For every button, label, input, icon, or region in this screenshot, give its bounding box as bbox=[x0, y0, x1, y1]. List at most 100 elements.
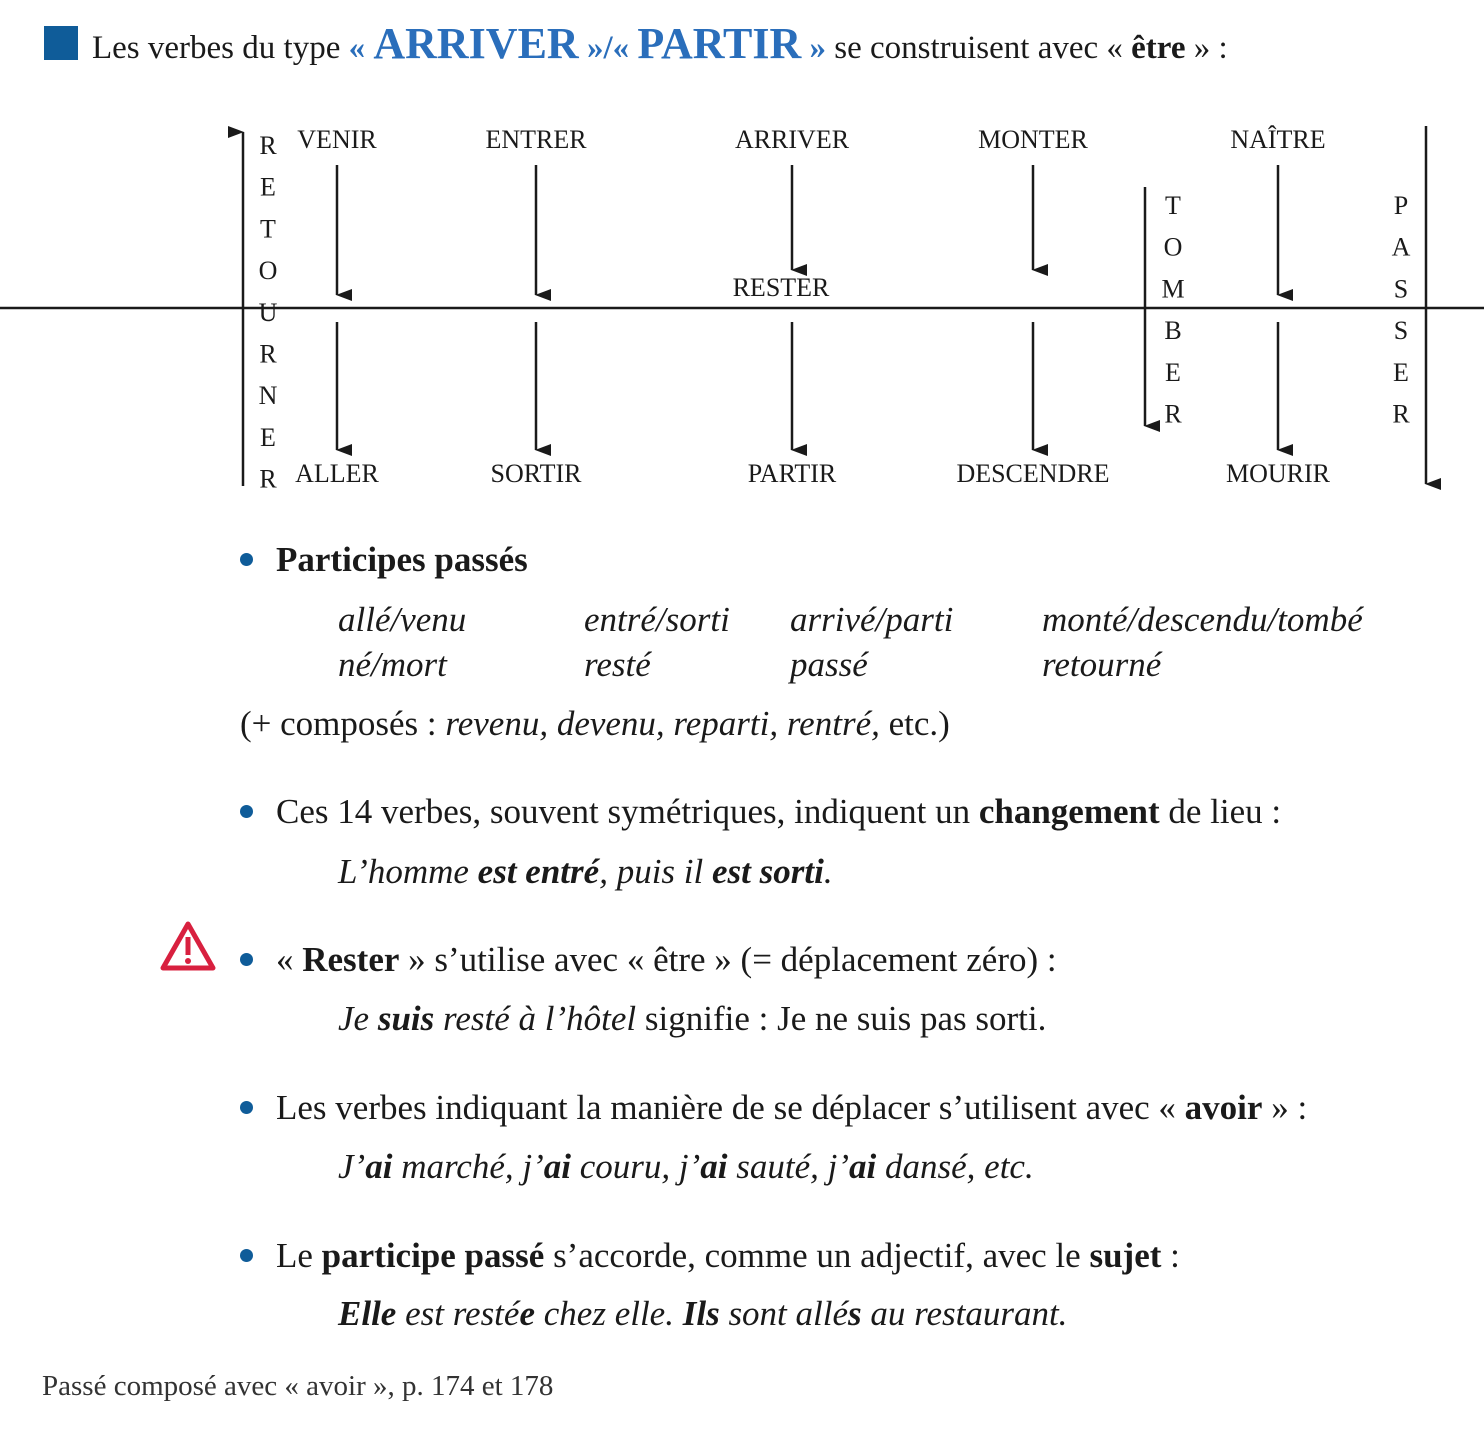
bullet-point-4 bbox=[240, 1249, 253, 1262]
title-middle: se construisent avec bbox=[834, 30, 1099, 66]
passer-letter: A bbox=[1392, 233, 1411, 262]
composes-line: (+ composés : revenu, devenu, reparti, r… bbox=[240, 702, 950, 746]
example-part: couru, j’ bbox=[570, 1147, 701, 1186]
bullet-participes bbox=[240, 553, 253, 566]
retourner-letter: T bbox=[260, 214, 276, 243]
example-bold: s bbox=[848, 1294, 862, 1333]
point-4-part: Le bbox=[276, 1236, 313, 1275]
example-part: sauté, j’ bbox=[727, 1147, 850, 1186]
tomber-letter: E bbox=[1165, 358, 1181, 387]
example-bold: Ils bbox=[682, 1294, 720, 1333]
participe-item: allé/venu bbox=[338, 600, 467, 639]
participe-item: entré/sorti bbox=[584, 600, 730, 639]
title-verb-partir: PARTIR bbox=[637, 19, 802, 68]
verb-top-label: NAÎTRE bbox=[1230, 125, 1325, 154]
point-1-text: Ces 14 verbes, souvent symétriques, indi… bbox=[276, 790, 1281, 834]
participe-item: retourné bbox=[1042, 645, 1162, 684]
point-1-keyword: changement bbox=[978, 792, 1160, 831]
warning-triangle-icon bbox=[160, 921, 216, 971]
point-3-text: Les verbes indiquant la manière de se dé… bbox=[276, 1086, 1307, 1130]
tomber-letter: T bbox=[1165, 191, 1181, 220]
composes-prefix: (+ composés : bbox=[240, 704, 437, 743]
title-quote-open-3: « bbox=[1106, 30, 1123, 66]
point-1-part: de lieu : bbox=[1168, 792, 1282, 831]
point-4-keyword: participe passé bbox=[321, 1236, 545, 1275]
point-4-part: s’accorde, comme un adjectif, avec le bbox=[553, 1236, 1081, 1275]
example-bold: ai bbox=[849, 1147, 877, 1186]
example-part: Je bbox=[338, 999, 370, 1038]
point-4-text: Le participe passé s’accorde, comme un a… bbox=[276, 1234, 1180, 1278]
title-suffix: » : bbox=[1193, 30, 1228, 66]
title-prefix: Les verbes du type bbox=[92, 30, 341, 66]
example-bold: suis bbox=[377, 999, 435, 1038]
passer-letter: R bbox=[1392, 400, 1410, 429]
example-part: L’homme bbox=[338, 852, 469, 891]
tomber-letter: M bbox=[1161, 274, 1184, 303]
example-bold: ai bbox=[365, 1147, 393, 1186]
verb-top-label: ARRIVER bbox=[735, 125, 850, 154]
blue-square-icon bbox=[44, 26, 78, 60]
point-2-part: » s’utilise avec « être » (= déplacement… bbox=[408, 940, 1057, 979]
example-part: dansé, etc. bbox=[876, 1147, 1034, 1186]
retourner-letter: E bbox=[260, 423, 276, 452]
example-bold: e bbox=[519, 1294, 535, 1333]
verb-bottom-label: DESCENDRE bbox=[956, 459, 1109, 488]
bullet-point-3 bbox=[240, 1101, 253, 1114]
tomber-letter: O bbox=[1164, 233, 1183, 262]
example-part: resté à l’hôtel bbox=[443, 999, 637, 1038]
example-part: signifie : Je ne suis pas sorti. bbox=[644, 999, 1047, 1038]
retourner-letter: O bbox=[259, 256, 278, 285]
example-bold: est entré bbox=[477, 852, 600, 891]
example-bold: Elle bbox=[338, 1294, 397, 1333]
point-2-text: « Rester » s’utilise avec « être » (= dé… bbox=[276, 938, 1057, 982]
point-2-keyword: Rester bbox=[302, 940, 400, 979]
title-aux-etre: être bbox=[1131, 30, 1186, 66]
point-2-part: « bbox=[276, 940, 294, 979]
point-2-example: Je suis resté à l’hôtel signifie : Je ne… bbox=[338, 997, 1046, 1041]
verb-top-label: MONTER bbox=[978, 125, 1088, 154]
point-4-keyword: sujet bbox=[1089, 1236, 1162, 1275]
passer-letter: E bbox=[1393, 358, 1409, 387]
bullet-point-2 bbox=[240, 953, 253, 966]
example-part: chez elle. bbox=[535, 1294, 683, 1333]
example-bold: ai bbox=[700, 1147, 728, 1186]
passer-letter: S bbox=[1394, 274, 1408, 303]
point-3-part: Les verbes indiquant la manière de se dé… bbox=[276, 1088, 1176, 1127]
example-part: au restaurant. bbox=[861, 1294, 1068, 1333]
point-4-part: : bbox=[1170, 1236, 1180, 1275]
section-title: Les verbes du type « ARRIVER »/« PARTIR … bbox=[44, 14, 1228, 78]
verb-movement-diagram: RETOURNERVENIRALLERENTRERSORTIRARRIVERPA… bbox=[0, 125, 1484, 494]
participe-item: passé bbox=[790, 645, 868, 684]
passer-letter: P bbox=[1394, 191, 1408, 220]
verb-bottom-label: ALLER bbox=[295, 459, 379, 488]
participe-item: resté bbox=[584, 645, 651, 684]
verb-bottom-label: MOURIR bbox=[1226, 459, 1331, 488]
verb-top-label: ENTRER bbox=[485, 125, 587, 154]
participe-item: monté/descendu/tombé bbox=[1042, 600, 1363, 639]
composes-suffix: etc.) bbox=[888, 704, 950, 743]
retourner-letter: R bbox=[259, 131, 277, 160]
example-part: , puis il bbox=[599, 852, 704, 891]
composes-list: revenu, devenu, reparti, rentré, bbox=[445, 704, 880, 743]
retourner-letter: R bbox=[259, 465, 277, 494]
participes-heading: Participes passés bbox=[276, 540, 528, 579]
verb-middle-label: RESTER bbox=[733, 273, 830, 302]
tomber-letter: B bbox=[1164, 316, 1181, 345]
point-3-part: » : bbox=[1271, 1088, 1308, 1127]
verb-bottom-label: PARTIR bbox=[748, 459, 837, 488]
example-part: sont allé bbox=[719, 1294, 849, 1333]
point-3-keyword: avoir bbox=[1184, 1088, 1263, 1127]
tomber-letter: R bbox=[1164, 400, 1182, 429]
example-bold: est sorti bbox=[711, 852, 824, 891]
participe-item: arrivé/parti bbox=[790, 600, 954, 639]
example-part: est resté bbox=[396, 1294, 520, 1333]
example-part: J’ bbox=[338, 1147, 366, 1186]
title-verb-arriver: ARRIVER bbox=[373, 19, 579, 68]
retourner-letter: R bbox=[259, 340, 277, 369]
example-part: marché, j’ bbox=[392, 1147, 544, 1186]
bullet-point-1 bbox=[240, 805, 253, 818]
retourner-letter: N bbox=[259, 381, 278, 410]
point-3-example: J’ai marché, j’ai couru, j’ai sauté, j’a… bbox=[338, 1145, 1034, 1189]
title-quote-close-2: » bbox=[809, 30, 827, 66]
example-part: . bbox=[823, 852, 833, 891]
